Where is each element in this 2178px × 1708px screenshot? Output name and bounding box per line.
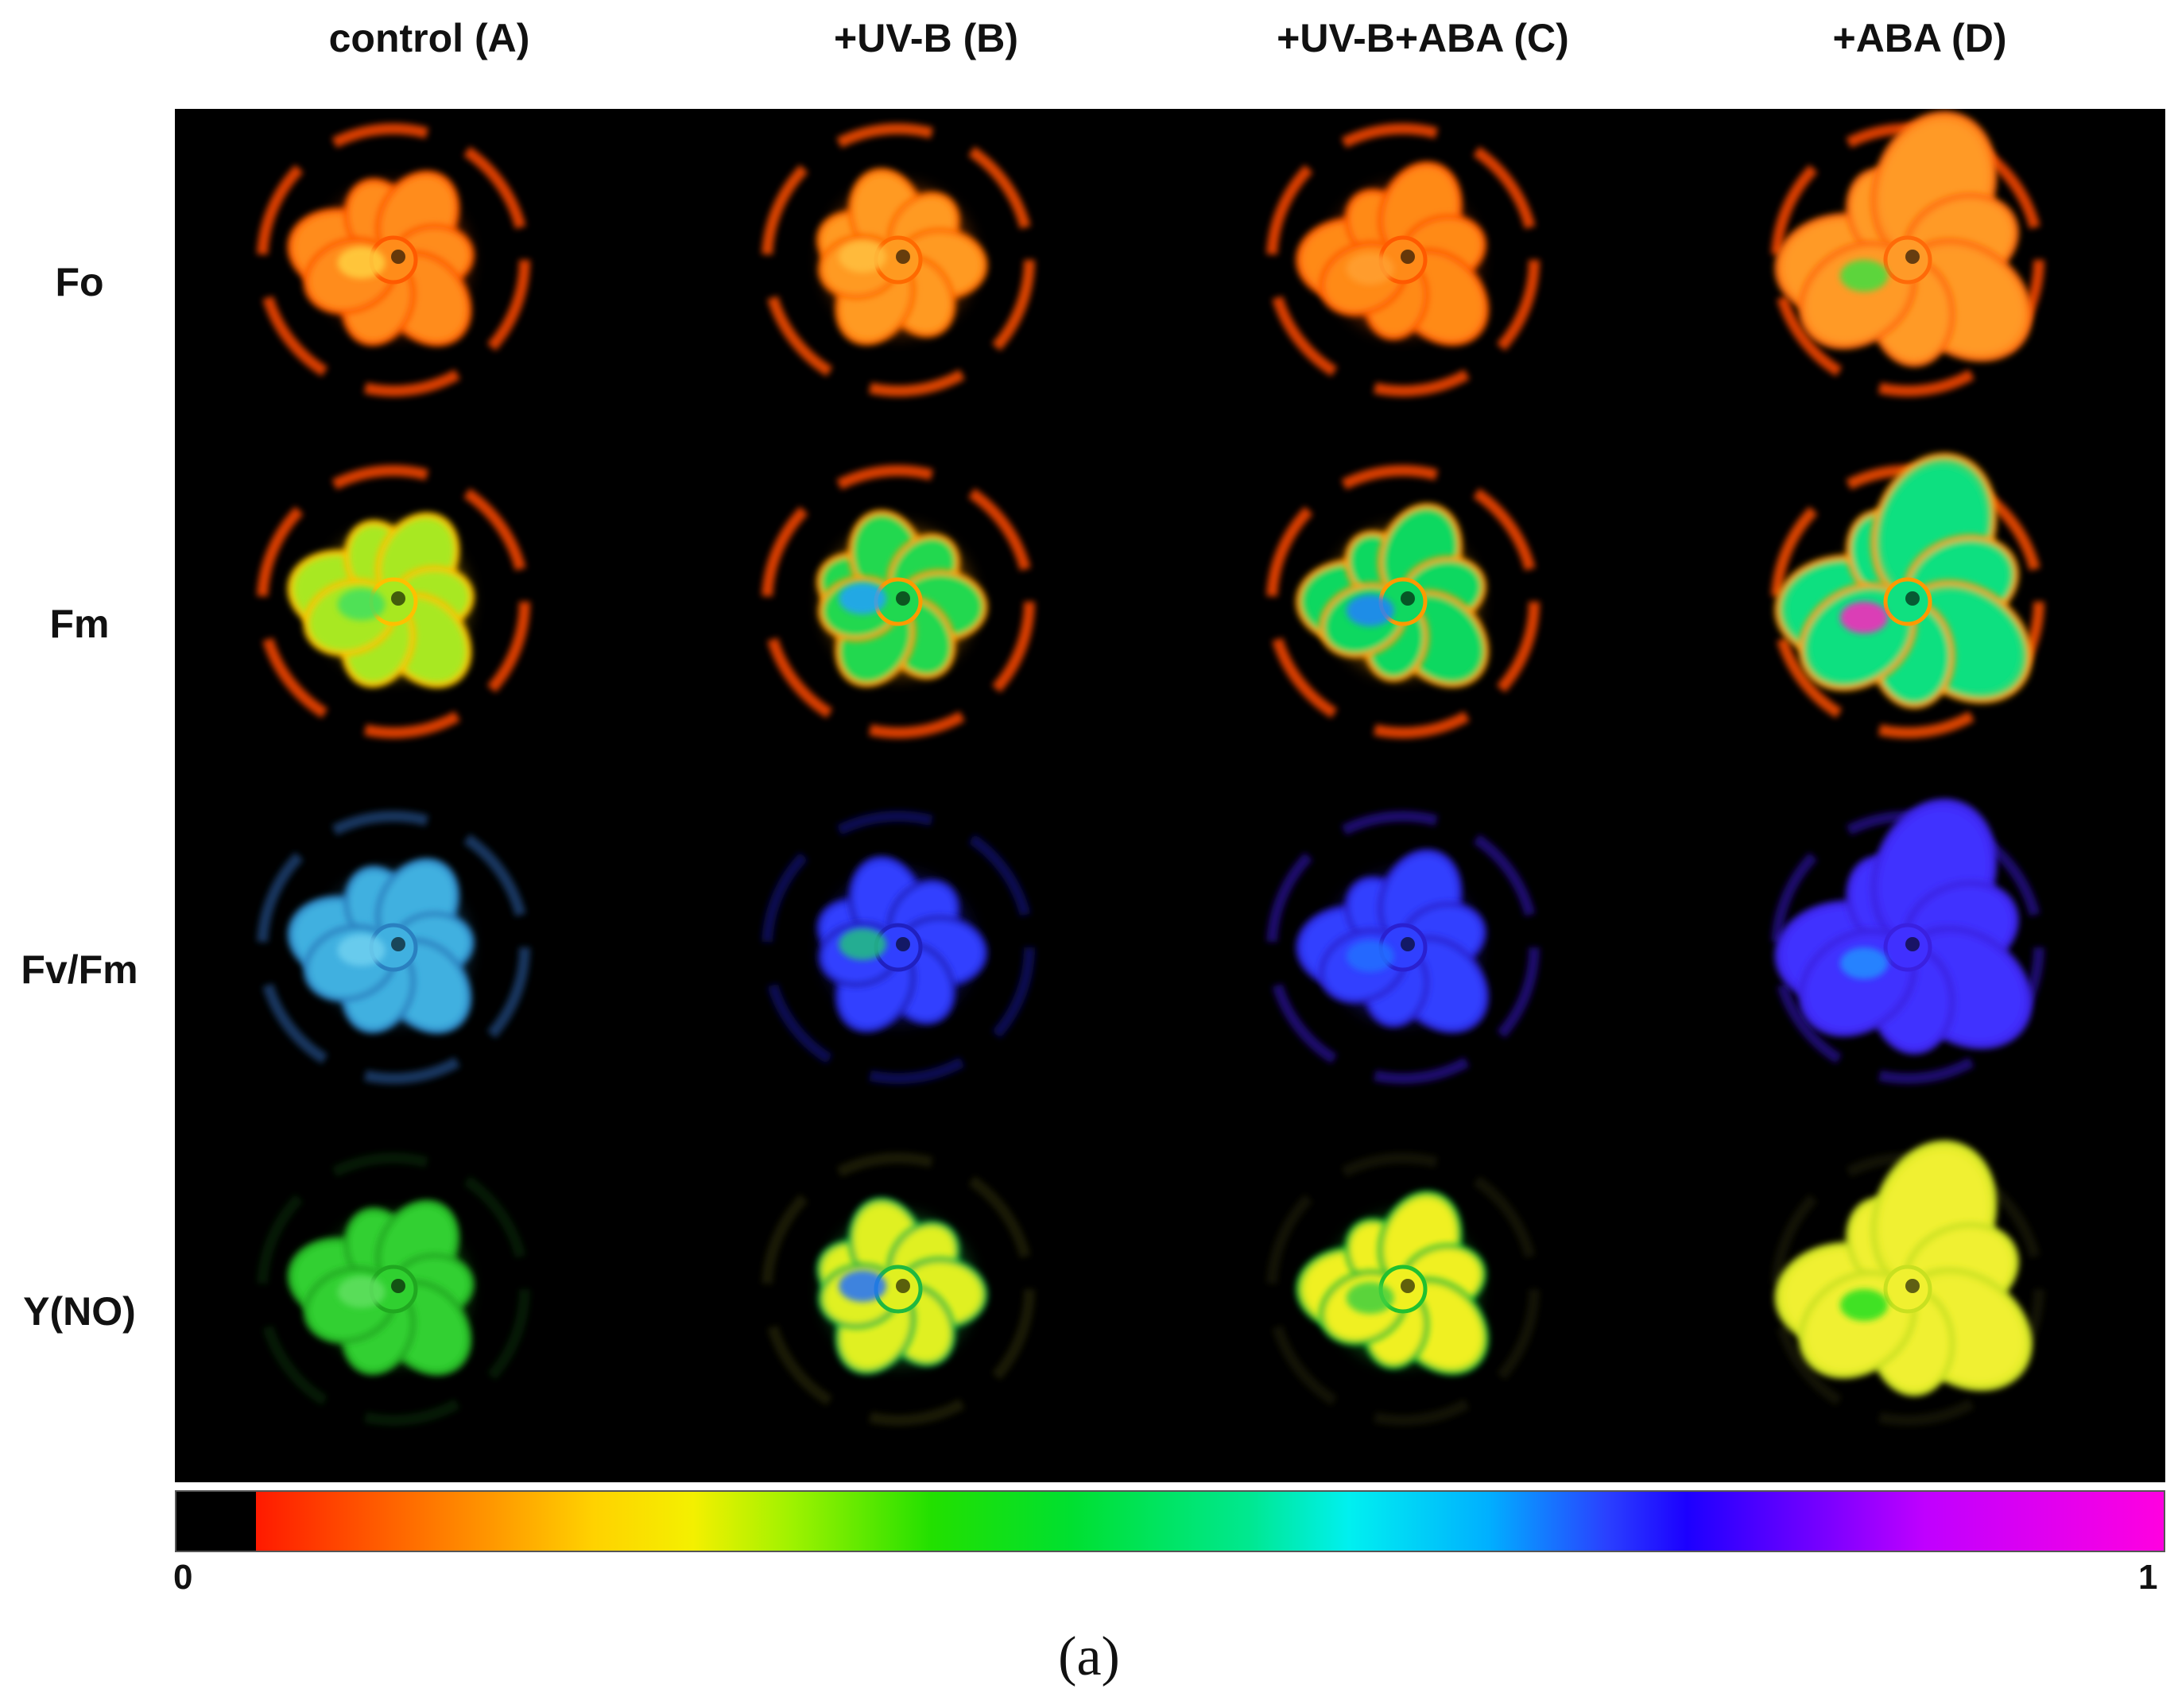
figure-caption: (a) xyxy=(1058,1626,1120,1687)
plant-rosette xyxy=(257,123,530,397)
plant-rosette xyxy=(762,811,1035,1084)
fluorescence-image-panel xyxy=(175,109,2165,1482)
plant-rosette xyxy=(257,811,530,1084)
row-label-fo: Fo xyxy=(55,260,104,304)
plant-rosette xyxy=(1771,798,2044,1084)
row-label-y-no: Y(NO) xyxy=(23,1289,136,1334)
column-label-uvb-aba: +UV-B+ABA (C) xyxy=(1277,16,1569,60)
plant-rosette xyxy=(1266,465,1540,738)
color-scale-min-label: 0 xyxy=(173,1558,193,1597)
plant-image-grid xyxy=(257,110,2044,1426)
plant-rosette xyxy=(1771,110,2044,397)
row-label-fv-fm: Fv/Fm xyxy=(21,947,138,992)
column-label-uvb: +UV-B (B) xyxy=(834,16,1018,60)
row-label-fm: Fm xyxy=(49,602,110,646)
plant-rosette xyxy=(257,465,530,738)
color-scale-max-label: 1 xyxy=(2138,1558,2158,1597)
plant-rosette xyxy=(1771,452,2044,738)
color-scale-bar xyxy=(175,1490,2165,1552)
plant-rosette xyxy=(762,123,1035,397)
plant-rosette xyxy=(1266,123,1540,397)
plant-rosette xyxy=(1266,811,1540,1084)
plant-rosette xyxy=(1266,1152,1540,1426)
plant-rosette xyxy=(762,465,1035,738)
plant-rosette xyxy=(762,1152,1035,1426)
plant-rosette xyxy=(257,1152,530,1426)
column-label-control: control (A) xyxy=(328,16,530,60)
plant-rosette xyxy=(1771,1140,2044,1426)
column-label-aba: +ABA (D) xyxy=(1832,16,2007,60)
